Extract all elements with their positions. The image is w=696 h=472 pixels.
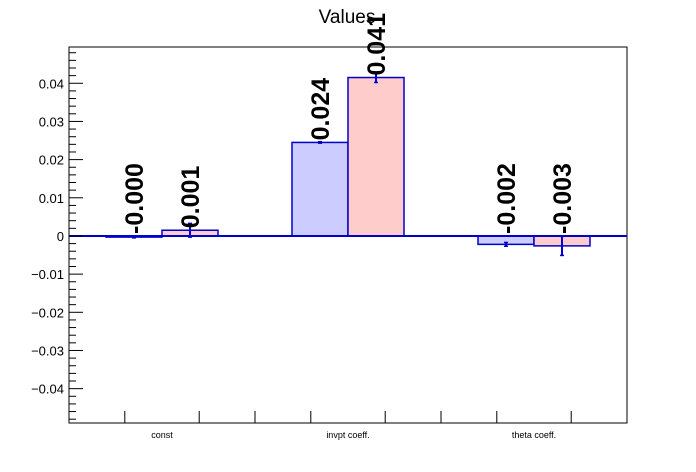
y-tick-label: 0.03 [39,114,64,129]
x-tick-label: theta coeff. [512,430,556,440]
y-tick-label: 0 [57,229,64,244]
data-label: -0.002 [493,163,521,234]
y-tick-label: −0.04 [31,382,64,397]
x-tick-label: invpt coeff. [326,430,369,440]
y-tick-label: 0.02 [39,153,64,168]
data-label: 0.001 [177,166,205,229]
y-tick-label: −0.03 [31,343,64,358]
y-tick-label: −0.02 [31,305,64,320]
data-label: 0.024 [307,78,335,141]
data-label: -0.003 [549,163,577,234]
x-axis: const invpt coeff. theta coeff. [124,411,572,440]
data-labels: -0.000 0.024 -0.002 0.001 0.041 -0.003 [121,13,577,234]
bars [105,76,591,247]
y-axis: −0.04 −0.03 −0.02 −0.01 0 0.01 0.02 0.03 0.04 [31,52,83,420]
chart-title: Values [319,7,376,28]
data-label: -0.000 [121,163,149,234]
y-tick-label: 0.01 [39,191,64,206]
bar [347,76,405,237]
y-tick-label: −0.01 [31,267,64,282]
y-tick-label: 0.04 [39,76,64,91]
bar [291,141,349,237]
data-label: 0.041 [363,13,391,76]
error-bars [132,71,564,257]
x-tick-label: const [151,430,173,440]
